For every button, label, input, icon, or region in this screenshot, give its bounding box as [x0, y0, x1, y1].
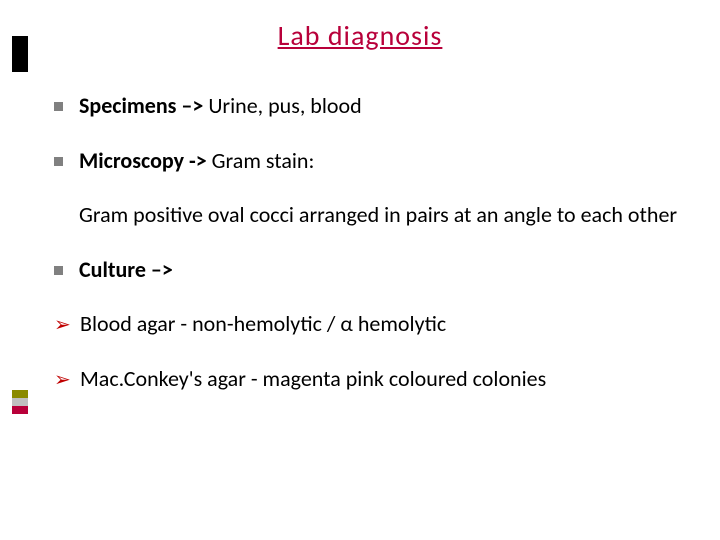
- culture-text: Culture –>: [79, 256, 690, 285]
- arrow-bullet-icon: ➢: [54, 312, 70, 338]
- specimens-text: Specimens –> Urine, pus, blood: [79, 92, 690, 121]
- bullet-macconkey: ➢ Mac.Conkey's agar - magenta pink colou…: [54, 365, 690, 394]
- bullet-culture: Culture –>: [54, 256, 690, 285]
- macconkey-text: Mac.Conkey's agar - magenta pink coloure…: [80, 365, 690, 394]
- content-area: Specimens –> Urine, pus, blood Microscop…: [54, 92, 690, 420]
- blood-agar-text: Blood agar - non-hemolytic / α hemolytic: [80, 310, 690, 339]
- stripe-2: [12, 398, 28, 406]
- square-bullet-icon: [54, 266, 63, 275]
- bullet-blood-agar: ➢ Blood agar - non-hemolytic / α hemolyt…: [54, 310, 690, 339]
- square-bullet-icon: [54, 102, 63, 111]
- specimens-label: Specimens –>: [79, 92, 203, 119]
- microscopy-text: Microscopy -> Gram stain:: [79, 147, 690, 176]
- slide-title: Lab diagnosis: [0, 18, 720, 53]
- microscopy-label: Microscopy ->: [79, 147, 207, 174]
- specimens-value: Urine, pus, blood: [203, 92, 361, 119]
- microscopy-value: Gram stain:: [207, 147, 315, 174]
- culture-label: Culture –>: [79, 256, 173, 283]
- bullet-microscopy: Microscopy -> Gram stain:: [54, 147, 690, 176]
- microscopy-detail: Gram positive oval cocci arranged in pai…: [79, 201, 690, 230]
- stripe-3: [12, 406, 28, 414]
- bullet-specimens: Specimens –> Urine, pus, blood: [54, 92, 690, 121]
- arrow-bullet-icon: ➢: [54, 367, 70, 393]
- stripe-1: [12, 390, 28, 398]
- left-color-stripes: [12, 390, 28, 414]
- square-bullet-icon: [54, 157, 63, 166]
